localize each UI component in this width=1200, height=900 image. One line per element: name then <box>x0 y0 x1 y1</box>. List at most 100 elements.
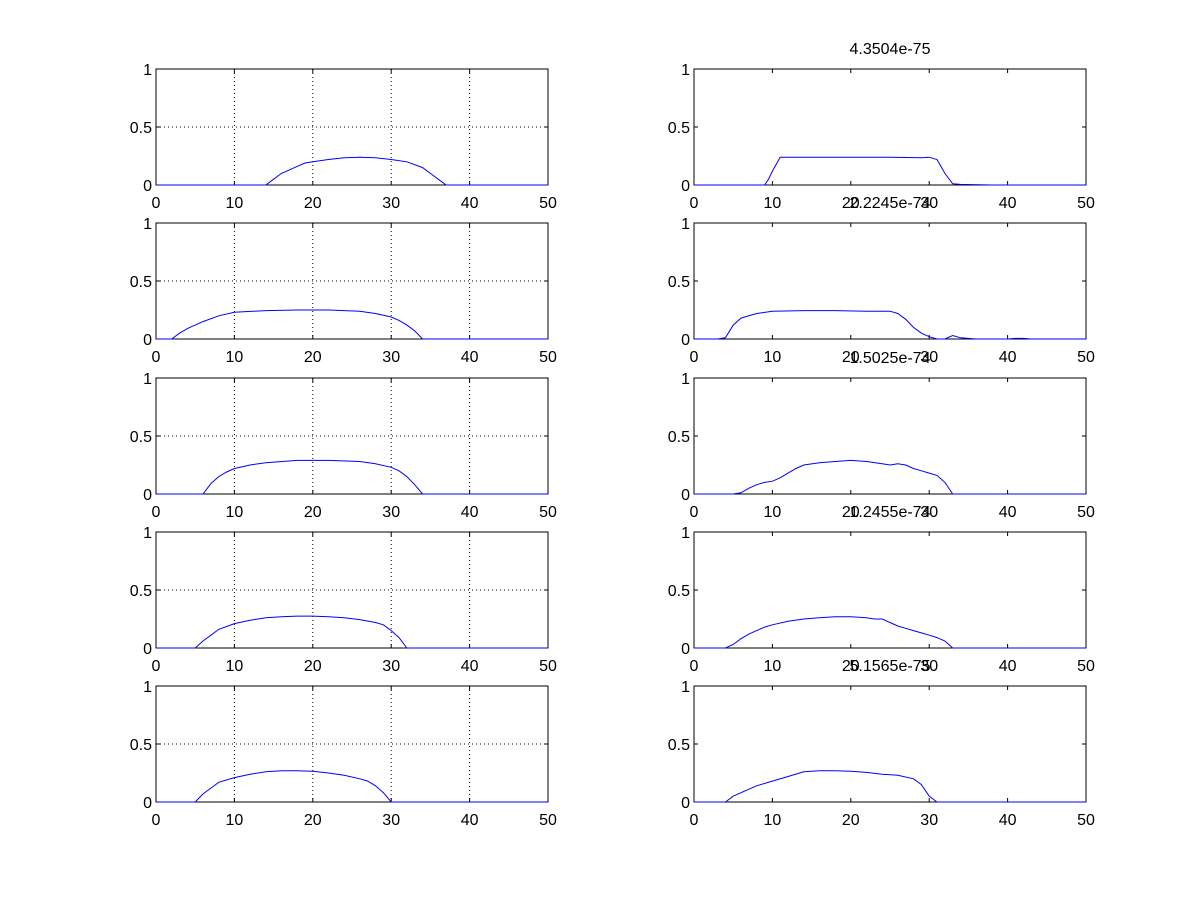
y-tick-label: 0.5 <box>130 429 152 446</box>
x-tick-label: 50 <box>539 504 557 521</box>
x-tick-label: 20 <box>304 349 322 366</box>
axes-box <box>693 377 1087 495</box>
y-tick-label: 0.5 <box>668 429 690 446</box>
subplot-7 <box>155 531 549 649</box>
y-tick-label: 0 <box>681 641 690 658</box>
x-tick-label: 40 <box>461 658 479 675</box>
y-tick-label: 0.5 <box>130 274 152 291</box>
series-line <box>694 156 1086 186</box>
x-tick-label: 10 <box>764 812 782 829</box>
y-tick-label: 0 <box>681 332 690 349</box>
x-tick-label: 0 <box>690 349 699 366</box>
x-tick-label: 40 <box>999 504 1017 521</box>
y-tick-label: 1 <box>681 525 690 542</box>
x-tick-label: 20 <box>842 658 860 675</box>
x-tick-label: 0 <box>152 504 161 521</box>
x-tick-label: 0 <box>152 195 161 212</box>
x-tick-label: 40 <box>461 812 479 829</box>
x-tick-label: 20 <box>304 195 322 212</box>
x-tick-label: 10 <box>764 658 782 675</box>
y-tick-label: 0 <box>681 178 690 195</box>
x-tick-label: 30 <box>382 812 400 829</box>
x-tick-label: 40 <box>999 195 1017 212</box>
x-tick-label: 30 <box>382 349 400 366</box>
y-tick-label: 0 <box>143 332 152 349</box>
x-tick-label: 40 <box>999 658 1017 675</box>
x-tick-label: 50 <box>539 658 557 675</box>
subplot-title: 4.3504e-75 <box>850 41 931 58</box>
x-tick-label: 0 <box>152 812 161 829</box>
y-tick-label: 1 <box>681 216 690 233</box>
y-tick-label: 1 <box>681 679 690 696</box>
series-line <box>156 770 548 803</box>
x-tick-label: 40 <box>999 812 1017 829</box>
x-tick-label: 20 <box>842 812 860 829</box>
x-tick-label: 10 <box>764 504 782 521</box>
subplot-title: 1.5025e-74 <box>850 350 931 367</box>
subplot-9 <box>155 685 549 803</box>
y-tick-label: 0.5 <box>130 120 152 137</box>
x-tick-label: 30 <box>920 195 938 212</box>
y-tick-label: 0 <box>143 178 152 195</box>
axes-box <box>693 222 1087 340</box>
y-tick-label: 0 <box>143 641 152 658</box>
y-tick-label: 0.5 <box>668 737 690 754</box>
subplot-title: 2.2245e-74 <box>850 195 931 212</box>
x-tick-label: 50 <box>539 195 557 212</box>
x-tick-label: 40 <box>461 504 479 521</box>
x-tick-label: 50 <box>1077 349 1095 366</box>
x-tick-label: 30 <box>382 195 400 212</box>
series-line <box>156 156 548 186</box>
x-tick-label: 20 <box>304 504 322 521</box>
x-tick-label: 10 <box>764 349 782 366</box>
x-tick-label: 10 <box>764 195 782 212</box>
axes-box <box>693 685 1087 803</box>
x-tick-label: 20 <box>842 504 860 521</box>
x-tick-label: 0 <box>690 195 699 212</box>
x-tick-label: 0 <box>152 349 161 366</box>
series-line <box>694 310 1086 340</box>
subplot-1 <box>155 68 549 186</box>
y-tick-label: 1 <box>681 62 690 79</box>
x-tick-label: 10 <box>226 812 244 829</box>
y-tick-label: 0 <box>681 487 690 504</box>
x-tick-label: 30 <box>920 349 938 366</box>
x-tick-label: 30 <box>382 658 400 675</box>
subplot-title: 5.1565e-75 <box>850 658 931 675</box>
y-tick-label: 0 <box>143 487 152 504</box>
x-tick-label: 30 <box>920 658 938 675</box>
axes-box <box>693 531 1087 649</box>
x-tick-label: 10 <box>226 195 244 212</box>
y-tick-label: 0.5 <box>668 583 690 600</box>
y-tick-label: 1 <box>681 371 690 388</box>
series-line <box>694 459 1086 495</box>
y-tick-label: 1 <box>143 62 152 79</box>
x-tick-label: 40 <box>461 349 479 366</box>
x-tick-label: 50 <box>1077 504 1095 521</box>
x-tick-label: 10 <box>226 658 244 675</box>
x-tick-label: 50 <box>539 812 557 829</box>
subplot-6 <box>693 377 1087 495</box>
y-tick-label: 1 <box>143 216 152 233</box>
series-line <box>694 616 1086 649</box>
x-tick-label: 0 <box>690 504 699 521</box>
y-tick-label: 1 <box>143 371 152 388</box>
series-line <box>156 309 548 340</box>
x-tick-label: 20 <box>304 658 322 675</box>
subplot-4 <box>693 222 1087 340</box>
y-tick-label: 0.5 <box>668 120 690 137</box>
x-tick-label: 50 <box>1077 812 1095 829</box>
x-tick-label: 10 <box>226 504 244 521</box>
series-line <box>156 459 548 495</box>
x-tick-label: 30 <box>382 504 400 521</box>
x-tick-label: 40 <box>461 195 479 212</box>
x-tick-label: 50 <box>1077 658 1095 675</box>
x-tick-label: 10 <box>226 349 244 366</box>
x-tick-label: 50 <box>539 349 557 366</box>
x-tick-label: 0 <box>690 658 699 675</box>
x-tick-label: 40 <box>999 349 1017 366</box>
subplot-8 <box>693 531 1087 649</box>
y-tick-label: 1 <box>143 679 152 696</box>
y-tick-label: 0 <box>681 795 690 812</box>
